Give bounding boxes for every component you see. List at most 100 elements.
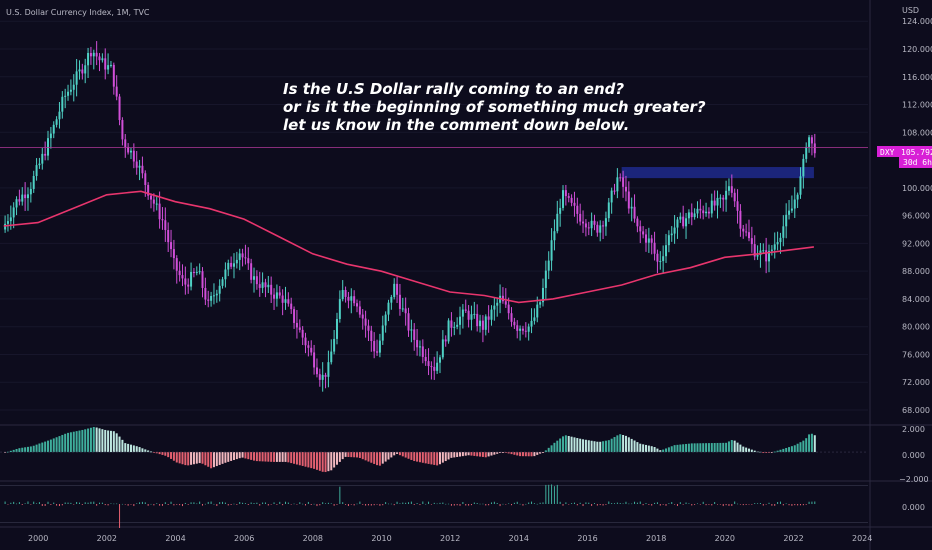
candle-body [564,190,567,197]
osc1-bar [235,452,238,460]
candle-body [639,226,642,232]
osc1-bar [401,452,404,457]
osc2-bar [164,502,166,504]
osc2-bar [717,504,719,505]
candle-body [4,223,7,230]
osc2-bar [187,504,189,505]
osc1-bar [335,452,338,465]
osc1-bar [35,444,38,453]
osc2-bar [370,504,372,506]
osc2-bar [665,504,667,506]
osc1-bar [627,437,630,453]
osc1-bar [190,452,193,465]
osc2-bar [774,504,776,506]
osc2-bar [113,503,115,505]
candle-body [716,197,719,206]
osc2-bar [116,503,118,505]
candle-body [665,245,668,257]
osc2-bar [87,502,89,504]
candle-body [172,249,175,259]
candle-body [373,341,376,352]
last-price-symbol: DXY [880,148,895,157]
candle-body [667,235,670,246]
osc1-bar [318,452,321,471]
osc1-bar [118,436,121,453]
candle-body [9,217,12,222]
candle-body [6,221,9,224]
osc2-bar [161,504,163,506]
price-tick-label: 108.000 [902,128,932,137]
osc2-bar [628,503,630,505]
osc2-bar [204,503,206,505]
osc2-bar [708,504,710,505]
candle-body [407,313,410,331]
osc1-bar [244,452,247,459]
osc1-bar [808,434,811,453]
osc2-bar [605,504,607,505]
osc2-bar [528,502,530,504]
osc2-bar [150,503,152,505]
candle-body [593,220,596,225]
candle-body [624,186,627,192]
osc2-bar [362,504,364,505]
candle-body [785,214,788,227]
candle-body [544,270,547,288]
candle-body [310,347,313,353]
candle-body [799,176,802,195]
osc1-bar [304,452,307,467]
candle-body [473,313,476,315]
osc2-bar [330,503,332,504]
osc2-bar [84,502,86,504]
osc1-bar [155,452,158,454]
candle-body [782,226,785,238]
osc1-bar [387,452,390,460]
osc2-bar [685,502,687,504]
candle-body [416,339,419,348]
osc1-bar [413,452,416,462]
osc1-bar [519,452,522,457]
osc1-bar [112,431,115,453]
osc2-bar [636,502,638,504]
osc2-bar [748,504,750,505]
osc2-bar [56,504,58,506]
candle-body [175,258,178,271]
osc2-bar [782,504,784,506]
candle-body [622,177,625,187]
osc2-bar [179,504,181,506]
candle-body [67,91,70,96]
osc1-bar [770,452,773,453]
osc2-bar [791,504,793,506]
candle-body [253,276,256,280]
osc1-bar [390,452,393,458]
osc2-bar [199,501,201,504]
candle-body [687,212,690,219]
resistance-zone-box [621,167,814,179]
osc1-bar [187,452,190,466]
candle-body [78,69,81,72]
osc2-bar [456,504,458,506]
candle-body [650,238,653,243]
osc1-bar [356,452,359,458]
candle-body [450,320,453,328]
osc2-bar [350,504,352,505]
osc2-bar [737,503,739,505]
osc1-bar [727,441,730,453]
osc1-bar [476,452,479,457]
osc2-bar [485,504,487,506]
osc1-bar [550,445,553,453]
candle-body [736,201,739,211]
osc2-bar [811,501,813,504]
osc1-bar [636,442,639,453]
time-tick-label: 2008 [303,534,323,543]
osc1-bar [55,437,58,453]
osc2-bar [305,504,307,506]
candle-body [418,346,421,348]
candle-body [722,197,725,200]
osc2-bar [522,504,524,506]
osc1-bar [393,452,396,456]
candle-body [29,188,32,195]
osc1-bar [659,450,662,453]
candle-body [813,143,816,154]
candle-body [519,328,522,331]
osc2-bar [313,503,315,505]
